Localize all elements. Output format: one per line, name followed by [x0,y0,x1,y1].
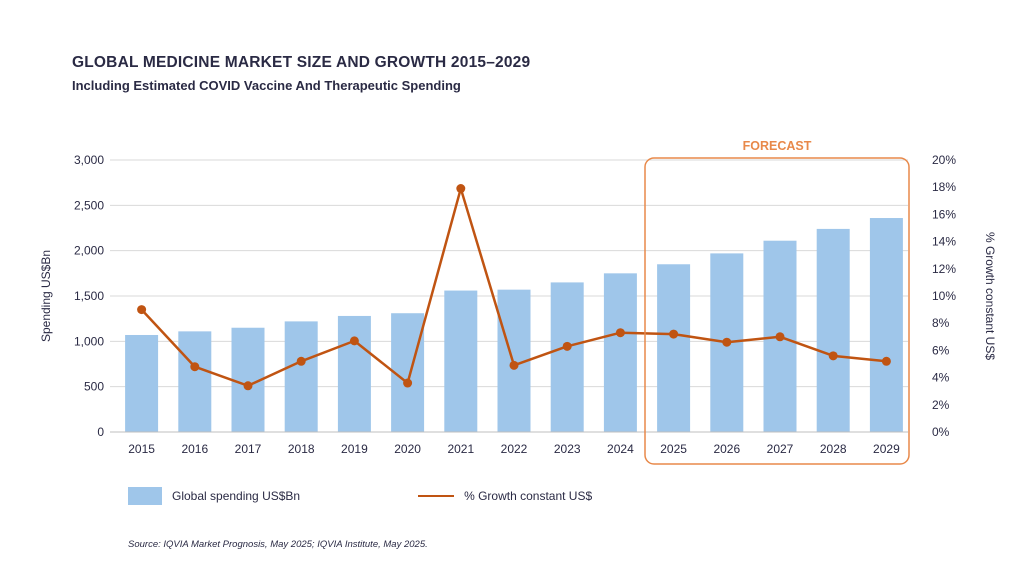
y2-tick-label: 18% [932,180,956,194]
x-tick-label: 2022 [501,442,528,456]
y2-tick-label: 16% [932,207,956,221]
bar [444,290,478,432]
y2-tick-label: 12% [932,262,956,276]
x-tick-label: 2021 [447,442,474,456]
growth-point [615,328,625,338]
y2-tick-label: 10% [932,289,956,303]
legend-label-growth: % Growth constant US$ [464,489,593,503]
y-axis-label: Spending US$Bn [39,250,53,342]
growth-point [190,362,200,372]
y-tick-label: 1,500 [74,289,104,303]
y2-tick-label: 2% [932,398,950,412]
y2-tick-label: 0% [932,425,950,439]
growth-point [403,378,413,388]
y-tick-label: 1,000 [74,334,104,348]
y-tick-label: 2,000 [74,244,104,258]
x-tick-label: 2027 [767,442,794,456]
y-tick-label: 2,500 [74,198,104,212]
legend-swatch-line [418,495,455,497]
x-tick-label: 2018 [288,442,315,456]
growth-point [243,381,253,391]
growth-point [881,356,891,366]
x-tick-label: 2023 [554,442,581,456]
x-tick-label: 2016 [181,442,208,456]
chart-subtitle: Including Estimated COVID Vaccine And Th… [72,78,461,93]
x-tick-label: 2024 [607,442,634,456]
growth-point [775,332,785,342]
y2-tick-label: 14% [932,235,956,249]
y2-tick-label: 8% [932,316,950,330]
bar [391,313,425,432]
bar [284,321,318,432]
growth-point [828,351,838,361]
x-tick-label: 2017 [235,442,262,456]
bar [816,228,850,432]
legend: Global spending US$Bn % Growth constant … [128,486,592,506]
bar [337,315,371,432]
x-tick-label: 2019 [341,442,368,456]
legend-label-spending: Global spending US$Bn [172,489,301,503]
bar [869,218,903,432]
y-tick-label: 0 [97,425,104,439]
x-tick-label: 2026 [713,442,740,456]
y2-tick-label: 6% [932,343,950,357]
x-tick-label: 2015 [128,442,155,456]
bar [550,282,584,432]
x-tick-label: 2029 [873,442,900,456]
growth-point [456,184,466,194]
growth-point [562,341,572,351]
forecast-box [644,157,910,465]
growth-point [137,305,147,315]
growth-point [509,360,519,370]
growth-point [296,356,306,366]
bar [657,264,691,432]
y-tick-label: 500 [84,380,104,394]
x-tick-label: 2020 [394,442,421,456]
forecast-label: FORECAST [743,139,812,153]
growth-point [722,337,732,347]
y2-tick-label: 20% [932,153,956,167]
legend-swatch-bar [128,487,162,505]
growth-point [349,336,359,346]
growth-point [669,329,679,339]
bar [603,273,637,432]
bar [125,334,159,432]
x-tick-label: 2028 [820,442,847,456]
chart-title: GLOBAL MEDICINE MARKET SIZE AND GROWTH 2… [72,54,531,71]
y2-tick-label: 4% [932,371,950,385]
bar [178,331,212,432]
source-note: Source: IQVIA Market Prognosis, May 2025… [128,539,428,550]
y-tick-label: 3,000 [74,153,104,167]
y2-axis-label: % Growth constant US$ [983,232,997,360]
x-tick-label: 2025 [660,442,687,456]
